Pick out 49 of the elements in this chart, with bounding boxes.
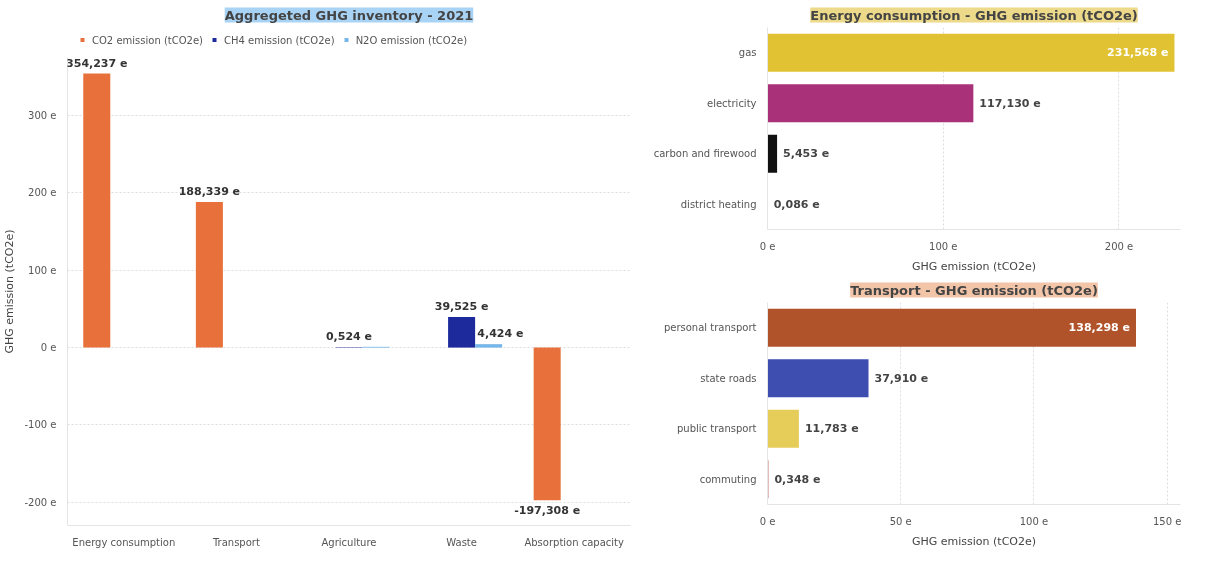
y-tick-label: state roads	[700, 372, 757, 384]
x-tick-label: 50 e	[889, 515, 912, 527]
x-tick-label: 0 e	[759, 240, 776, 252]
chart-title: Transport - GHG emission (tCO2e)	[850, 282, 1098, 298]
y-tick-label: -200 e	[24, 496, 57, 508]
y-tick-label: public transport	[677, 423, 757, 435]
x-tick-label: Absorption capacity	[524, 536, 625, 548]
legend-label: CO2 emission (tCO2e)	[92, 34, 203, 45]
data-label: 0,348 e	[774, 472, 821, 486]
data-label: 117,130 e	[979, 96, 1041, 110]
y-tick-label: district heating	[680, 198, 757, 210]
legend-label: CH4 emission (tCO2e)	[224, 34, 335, 45]
y-tick-label: 200 e	[28, 187, 57, 199]
x-tick-label: 100 e	[1019, 515, 1049, 527]
data-label: 0,086 e	[773, 197, 820, 211]
x-tick-label: Waste	[446, 536, 477, 548]
y-tick-label: electricity	[706, 97, 757, 109]
y-tick-label: personal transport	[663, 322, 757, 334]
x-tick-label: 0 e	[759, 515, 776, 527]
data-label: 188,339 e	[178, 184, 241, 198]
x-tick-label: 150 e	[1152, 515, 1182, 527]
data-label: 37,910 e	[874, 371, 929, 385]
x-axis-title: GHG emission (tCO2e)	[911, 534, 1037, 548]
data-label: 5,453 e	[783, 147, 830, 161]
y-tick-label: 100 e	[28, 264, 57, 276]
y-axis-title: GHG emission (tCO2e)	[3, 229, 17, 354]
chart-title: Aggregeted GHG inventory - 2021	[224, 7, 474, 23]
y-tick-label: -100 e	[24, 419, 57, 431]
x-tick-label: Transport	[211, 536, 260, 548]
y-tick-label: 0 e	[40, 342, 57, 354]
y-tick-label: commuting	[699, 473, 757, 485]
data-label: 231,568 e	[1107, 46, 1169, 60]
data-label: 11,783 e	[804, 422, 859, 436]
data-label: 39,525 e	[434, 300, 489, 314]
x-tick-label: 200 e	[1104, 240, 1134, 252]
x-tick-label: Agriculture	[321, 536, 377, 548]
data-label: 354,237 e	[66, 56, 128, 70]
data-label: -197,308 e	[514, 504, 581, 518]
x-tick-label: 100 e	[929, 240, 958, 252]
y-tick-label: gas	[738, 47, 757, 59]
data-label: 138,298 e	[1068, 321, 1131, 335]
y-tick-label: 300 e	[28, 110, 57, 122]
legend-label: N2O emission (tCO2e)	[355, 34, 468, 45]
y-tick-label: carbon and firewood	[653, 148, 757, 160]
data-label: 4,424 e	[477, 327, 524, 341]
x-axis-title: GHG emission (tCO2e)	[911, 259, 1037, 273]
chart-title: Energy consumption - GHG emission (tCO2e)	[810, 7, 1138, 23]
x-tick-label: Energy consumption	[72, 536, 176, 548]
data-label: 0,524 e	[325, 330, 373, 344]
